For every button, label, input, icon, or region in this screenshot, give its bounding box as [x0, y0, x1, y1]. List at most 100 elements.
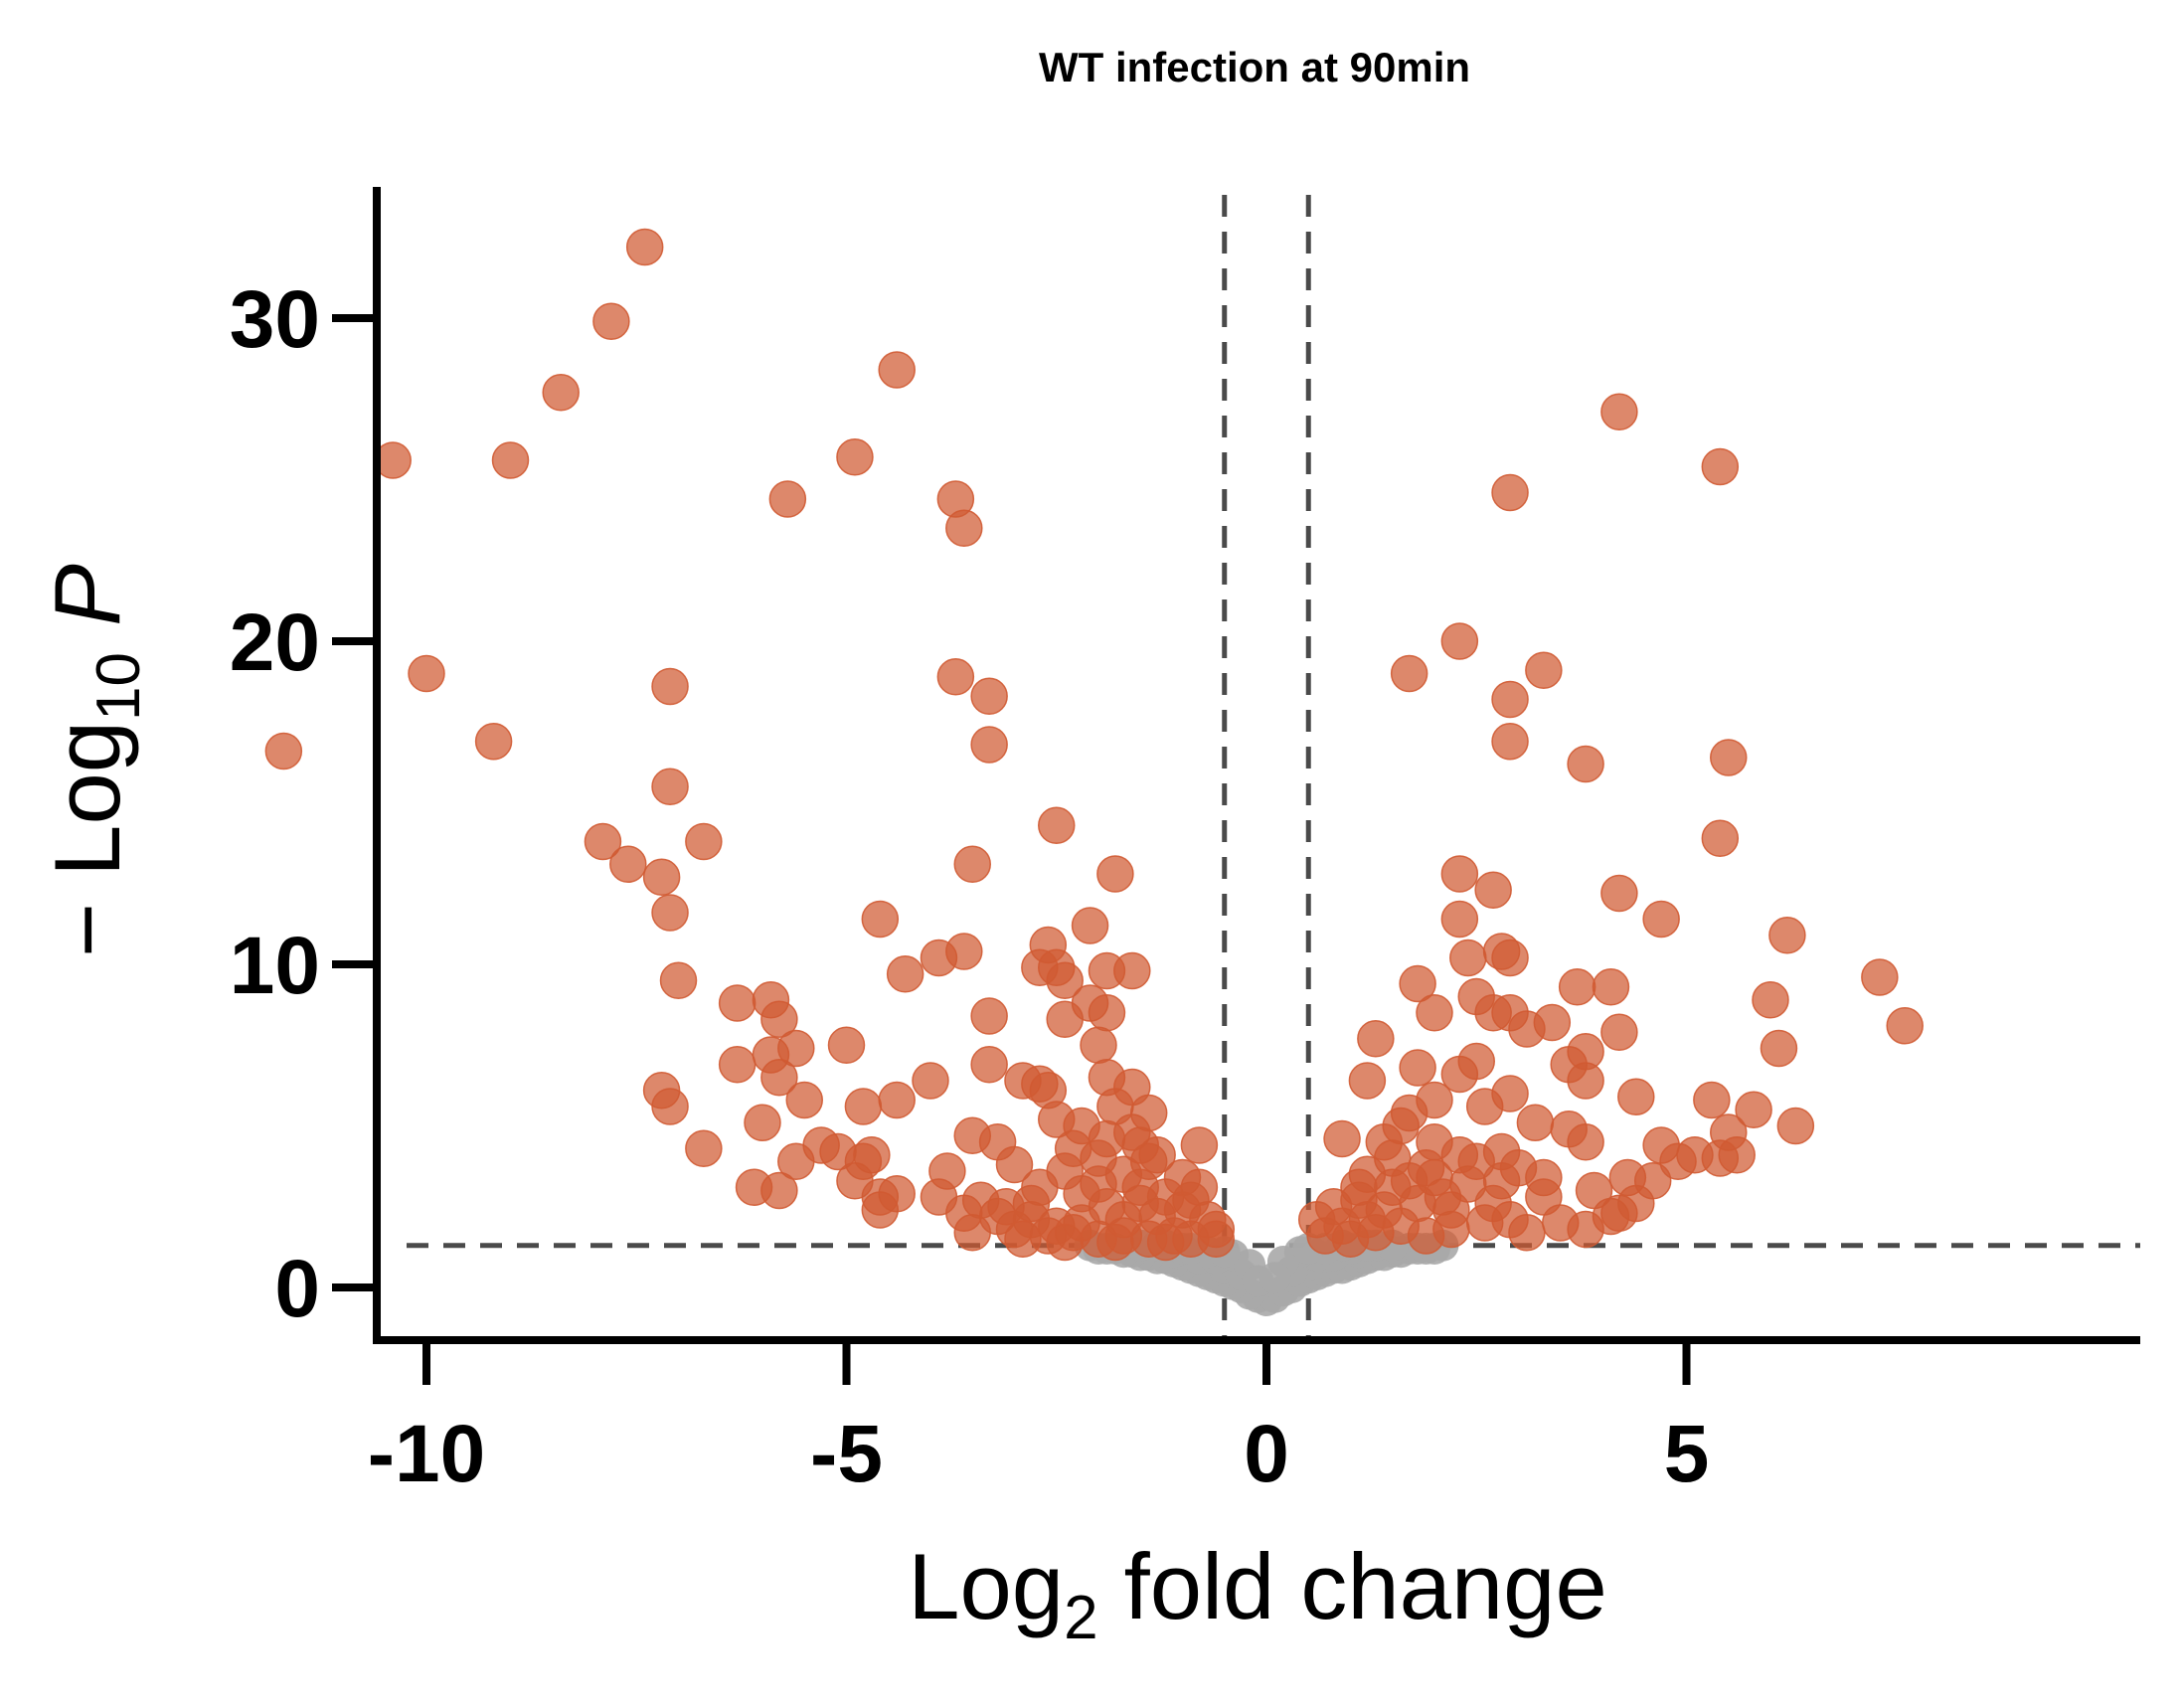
- significant-point: [609, 845, 647, 883]
- significant-point: [970, 726, 1008, 764]
- significant-point: [1180, 1126, 1219, 1164]
- significant-point: [1121, 1126, 1159, 1164]
- significant-point: [1693, 1081, 1731, 1119]
- significant-point: [592, 302, 630, 340]
- significant-point: [1416, 1081, 1453, 1119]
- significant-point: [1701, 447, 1740, 486]
- significant-point: [936, 658, 975, 696]
- significant-point: [1525, 651, 1563, 689]
- significant-point: [659, 961, 698, 999]
- significant-point: [995, 1145, 1034, 1184]
- significant-point: [1046, 1152, 1084, 1190]
- significant-point: [1416, 1158, 1453, 1197]
- significant-point: [1592, 968, 1630, 1006]
- significant-point: [1004, 1220, 1042, 1258]
- significant-point: [912, 1062, 949, 1100]
- significant-point: [760, 1059, 798, 1097]
- significant-point: [1348, 1062, 1387, 1100]
- y-axis-label-suffix: P: [35, 564, 139, 652]
- significant-point: [1096, 855, 1134, 893]
- significant-point: [861, 1191, 900, 1229]
- significant-point: [844, 1088, 883, 1125]
- significant-point: [1600, 874, 1638, 913]
- significant-point: [1491, 723, 1529, 761]
- significant-point: [264, 732, 303, 770]
- significant-point: [474, 723, 513, 761]
- x-axis-label-subscript: 2: [1064, 1584, 1097, 1652]
- significant-point: [760, 1171, 798, 1210]
- significant-point: [651, 768, 689, 805]
- significant-point: [1567, 1123, 1604, 1161]
- significant-point: [1399, 964, 1436, 1003]
- y-tick-label: 30: [230, 274, 320, 365]
- significant-point: [1096, 1088, 1134, 1125]
- significant-point: [1146, 1223, 1185, 1262]
- significant-point: [1567, 745, 1604, 783]
- significant-point: [836, 438, 874, 476]
- significant-point: [1525, 1178, 1563, 1216]
- significant-point: [685, 1129, 723, 1167]
- y-axis-label-prefix: − Log: [35, 721, 139, 957]
- y-axis-label: − Log10 P: [35, 564, 153, 957]
- significant-point: [953, 845, 991, 883]
- significant-point: [1457, 1142, 1495, 1180]
- significant-point: [642, 858, 681, 896]
- significant-point: [1567, 1062, 1604, 1100]
- significant-point: [1440, 855, 1479, 893]
- significant-point: [1600, 1194, 1638, 1232]
- significant-point: [1718, 1136, 1756, 1174]
- significant-point: [1491, 939, 1529, 977]
- significant-point: [861, 900, 900, 939]
- significant-point: [744, 1104, 781, 1141]
- significant-point: [1390, 654, 1428, 693]
- significant-point: [1508, 1010, 1546, 1048]
- significant-point: [785, 1081, 823, 1119]
- significant-point: [1474, 871, 1512, 909]
- significant-point: [1071, 907, 1109, 944]
- significant-point: [970, 1046, 1008, 1084]
- significant-point: [685, 822, 723, 861]
- significant-point: [1121, 1184, 1159, 1223]
- significant-point: [1701, 819, 1740, 857]
- significant-point: [1046, 1223, 1084, 1262]
- significant-point: [1440, 622, 1479, 660]
- significant-point: [1197, 1220, 1236, 1258]
- significant-point: [584, 822, 622, 861]
- y-axis-ticks: 0 10 20 30: [230, 274, 377, 1334]
- significant-point: [1129, 1094, 1168, 1132]
- significant-point: [1491, 680, 1529, 719]
- y-axis-label-subscript: 10: [84, 652, 153, 721]
- significant-point: [542, 374, 580, 412]
- significant-point: [777, 1142, 815, 1180]
- y-tick-label: 10: [230, 921, 320, 1011]
- non-significant-point: [1259, 1262, 1291, 1294]
- significant-point: [1465, 1088, 1504, 1125]
- significant-point: [625, 228, 664, 266]
- significant-point: [1340, 1168, 1378, 1206]
- significant-point: [651, 1088, 689, 1125]
- significant-point: [970, 997, 1008, 1035]
- significant-point: [1886, 1007, 1924, 1045]
- significant-point: [718, 984, 756, 1022]
- significant-point: [1768, 917, 1806, 954]
- x-axis-label-prefix: Log: [908, 1534, 1064, 1638]
- significant-point: [1600, 393, 1638, 430]
- significant-point: [1365, 1123, 1404, 1161]
- significant-point: [1440, 900, 1479, 939]
- significant-point: [1710, 739, 1748, 776]
- significant-point: [1323, 1119, 1361, 1158]
- significant-point: [945, 509, 983, 547]
- significant-point: [768, 480, 807, 518]
- significant-point: [408, 654, 445, 693]
- significant-point: [491, 441, 530, 479]
- significant-point: [1096, 1223, 1134, 1262]
- significant-point: [1088, 994, 1126, 1032]
- significant-point: [1499, 1149, 1538, 1187]
- significant-point: [1491, 1201, 1529, 1239]
- significant-point: [1357, 1020, 1395, 1058]
- significant-point: [777, 1029, 815, 1068]
- significant-point: [1516, 1104, 1555, 1141]
- significant-point: [1432, 1191, 1470, 1229]
- x-tick-label: 0: [1244, 1409, 1289, 1499]
